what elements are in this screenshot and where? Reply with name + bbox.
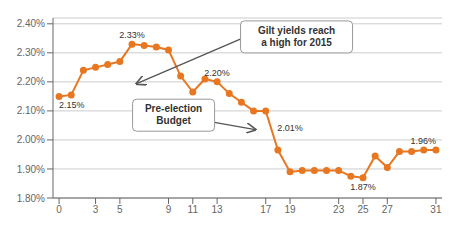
svg-text:23: 23 xyxy=(333,204,345,215)
svg-text:2.00%: 2.00% xyxy=(17,134,45,145)
svg-text:3: 3 xyxy=(93,204,99,215)
svg-text:1.96%: 1.96% xyxy=(410,136,436,146)
svg-text:31: 31 xyxy=(430,204,442,215)
svg-text:2.40%: 2.40% xyxy=(17,18,45,29)
svg-text:11: 11 xyxy=(188,204,199,215)
svg-text:Budget: Budget xyxy=(156,115,191,126)
svg-text:2.20%: 2.20% xyxy=(204,68,230,78)
svg-text:1.87%: 1.87% xyxy=(350,182,376,192)
svg-text:1.80%: 1.80% xyxy=(17,193,45,204)
svg-text:13: 13 xyxy=(212,204,224,215)
svg-text:2.10%: 2.10% xyxy=(17,105,45,116)
svg-text:2.33%: 2.33% xyxy=(119,30,145,40)
svg-text:0: 0 xyxy=(56,204,62,215)
svg-text:2.20%: 2.20% xyxy=(17,76,45,87)
svg-text:5: 5 xyxy=(117,204,123,215)
svg-text:19: 19 xyxy=(284,204,296,215)
svg-text:Pre-election: Pre-election xyxy=(145,103,202,114)
svg-text:2.01%: 2.01% xyxy=(277,123,303,133)
svg-text:25: 25 xyxy=(357,204,369,215)
svg-text:2.15%: 2.15% xyxy=(59,100,85,110)
svg-text:2.30%: 2.30% xyxy=(17,47,45,58)
svg-text:1.90%: 1.90% xyxy=(17,164,45,175)
svg-text:9: 9 xyxy=(166,204,172,215)
svg-text:a high for 2015: a high for 2015 xyxy=(261,37,332,48)
svg-text:27: 27 xyxy=(382,204,394,215)
svg-text:17: 17 xyxy=(260,204,272,215)
svg-text:Gilt yields reach: Gilt yields reach xyxy=(258,25,335,36)
